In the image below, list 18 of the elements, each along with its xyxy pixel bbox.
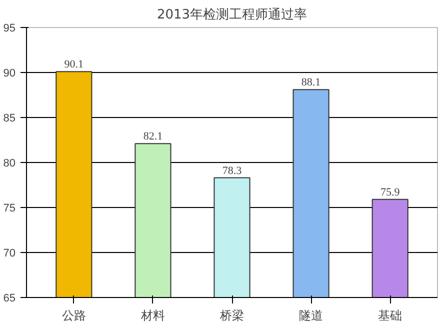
data-label: 75.9 xyxy=(380,186,400,198)
x-tick-label: 隧道 xyxy=(299,308,324,322)
chart-title: 2013年检测工程师通过率 xyxy=(156,6,308,22)
y-tick-label: 95 xyxy=(3,22,16,34)
y-tick-label: 75 xyxy=(3,202,16,214)
y-tick-label: 70 xyxy=(3,248,16,260)
y-tick-label: 80 xyxy=(3,158,16,170)
x-tick-label: 材料 xyxy=(140,308,165,322)
data-label: 88.1 xyxy=(301,76,321,89)
x-tick-label: 基础 xyxy=(378,308,402,322)
y-tick-label: 90 xyxy=(3,68,16,80)
y-tick-label: 65 xyxy=(3,292,16,304)
x-tick-label: 公路 xyxy=(62,308,86,322)
data-label: 90.1 xyxy=(64,58,84,71)
x-tick-label: 桥梁 xyxy=(219,308,244,322)
data-label: 82.1 xyxy=(143,130,163,143)
data-label: 78.3 xyxy=(222,164,242,177)
y-tick-label: 85 xyxy=(3,112,16,124)
